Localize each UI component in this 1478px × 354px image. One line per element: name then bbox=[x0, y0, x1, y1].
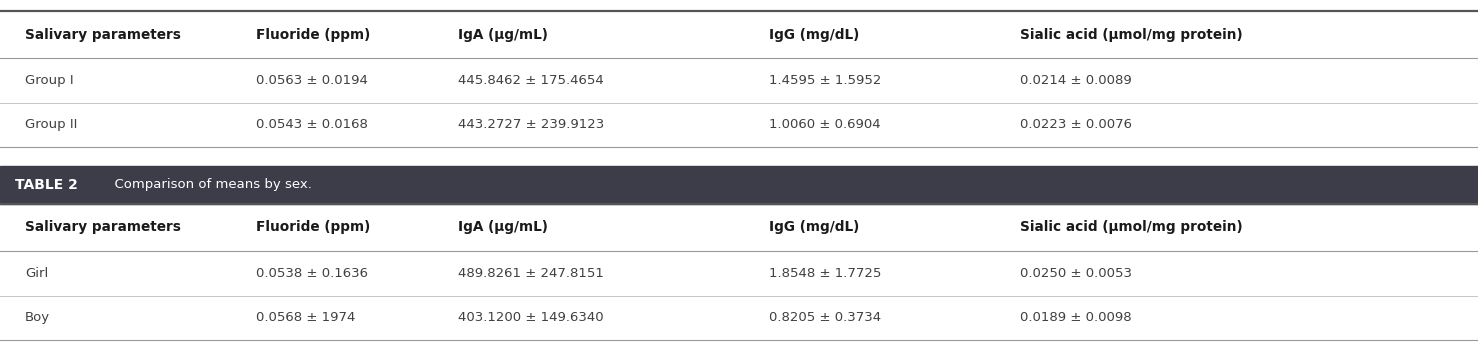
Text: Boy: Boy bbox=[25, 311, 50, 324]
Text: 0.0568 ± 1974: 0.0568 ± 1974 bbox=[256, 311, 355, 324]
Text: 443.2727 ± 239.9123: 443.2727 ± 239.9123 bbox=[458, 118, 605, 131]
Text: 1.4595 ± 1.5952: 1.4595 ± 1.5952 bbox=[769, 74, 881, 87]
Text: 489.8261 ± 247.8151: 489.8261 ± 247.8151 bbox=[458, 267, 605, 280]
Text: IgG (mg/dL): IgG (mg/dL) bbox=[769, 28, 859, 41]
Text: 0.8205 ± 0.3734: 0.8205 ± 0.3734 bbox=[769, 311, 881, 324]
Text: Sialic acid (μmol/mg protein): Sialic acid (μmol/mg protein) bbox=[1020, 28, 1243, 41]
Text: Fluoride (ppm): Fluoride (ppm) bbox=[256, 28, 370, 41]
Text: 0.0563 ± 0.0194: 0.0563 ± 0.0194 bbox=[256, 74, 368, 87]
Text: IgG (mg/dL): IgG (mg/dL) bbox=[769, 221, 859, 234]
Bar bbox=[0, 166, 1478, 204]
Text: 0.0538 ± 0.1636: 0.0538 ± 0.1636 bbox=[256, 267, 368, 280]
Text: Salivary parameters: Salivary parameters bbox=[25, 221, 180, 234]
Text: IgA (μg/mL): IgA (μg/mL) bbox=[458, 221, 548, 234]
Text: 0.0189 ± 0.0098: 0.0189 ± 0.0098 bbox=[1020, 311, 1132, 324]
Text: 0.0223 ± 0.0076: 0.0223 ± 0.0076 bbox=[1020, 118, 1132, 131]
Text: Sialic acid (μmol/mg protein): Sialic acid (μmol/mg protein) bbox=[1020, 221, 1243, 234]
Text: TABLE 2: TABLE 2 bbox=[15, 178, 78, 192]
Text: 1.0060 ± 0.6904: 1.0060 ± 0.6904 bbox=[769, 118, 881, 131]
Text: 0.0250 ± 0.0053: 0.0250 ± 0.0053 bbox=[1020, 267, 1132, 280]
Text: Girl: Girl bbox=[25, 267, 49, 280]
Text: 403.1200 ± 149.6340: 403.1200 ± 149.6340 bbox=[458, 311, 605, 324]
Text: Salivary parameters: Salivary parameters bbox=[25, 28, 180, 41]
Text: 445.8462 ± 175.4654: 445.8462 ± 175.4654 bbox=[458, 74, 605, 87]
Text: Fluoride (ppm): Fluoride (ppm) bbox=[256, 221, 370, 234]
Text: 1.8548 ± 1.7725: 1.8548 ± 1.7725 bbox=[769, 267, 881, 280]
Text: 0.0214 ± 0.0089: 0.0214 ± 0.0089 bbox=[1020, 74, 1132, 87]
Text: IgA (μg/mL): IgA (μg/mL) bbox=[458, 28, 548, 41]
Text: Group I: Group I bbox=[25, 74, 74, 87]
Text: 0.0543 ± 0.0168: 0.0543 ± 0.0168 bbox=[256, 118, 368, 131]
Text: Group II: Group II bbox=[25, 118, 77, 131]
Text: Comparison of means by sex.: Comparison of means by sex. bbox=[106, 178, 312, 192]
